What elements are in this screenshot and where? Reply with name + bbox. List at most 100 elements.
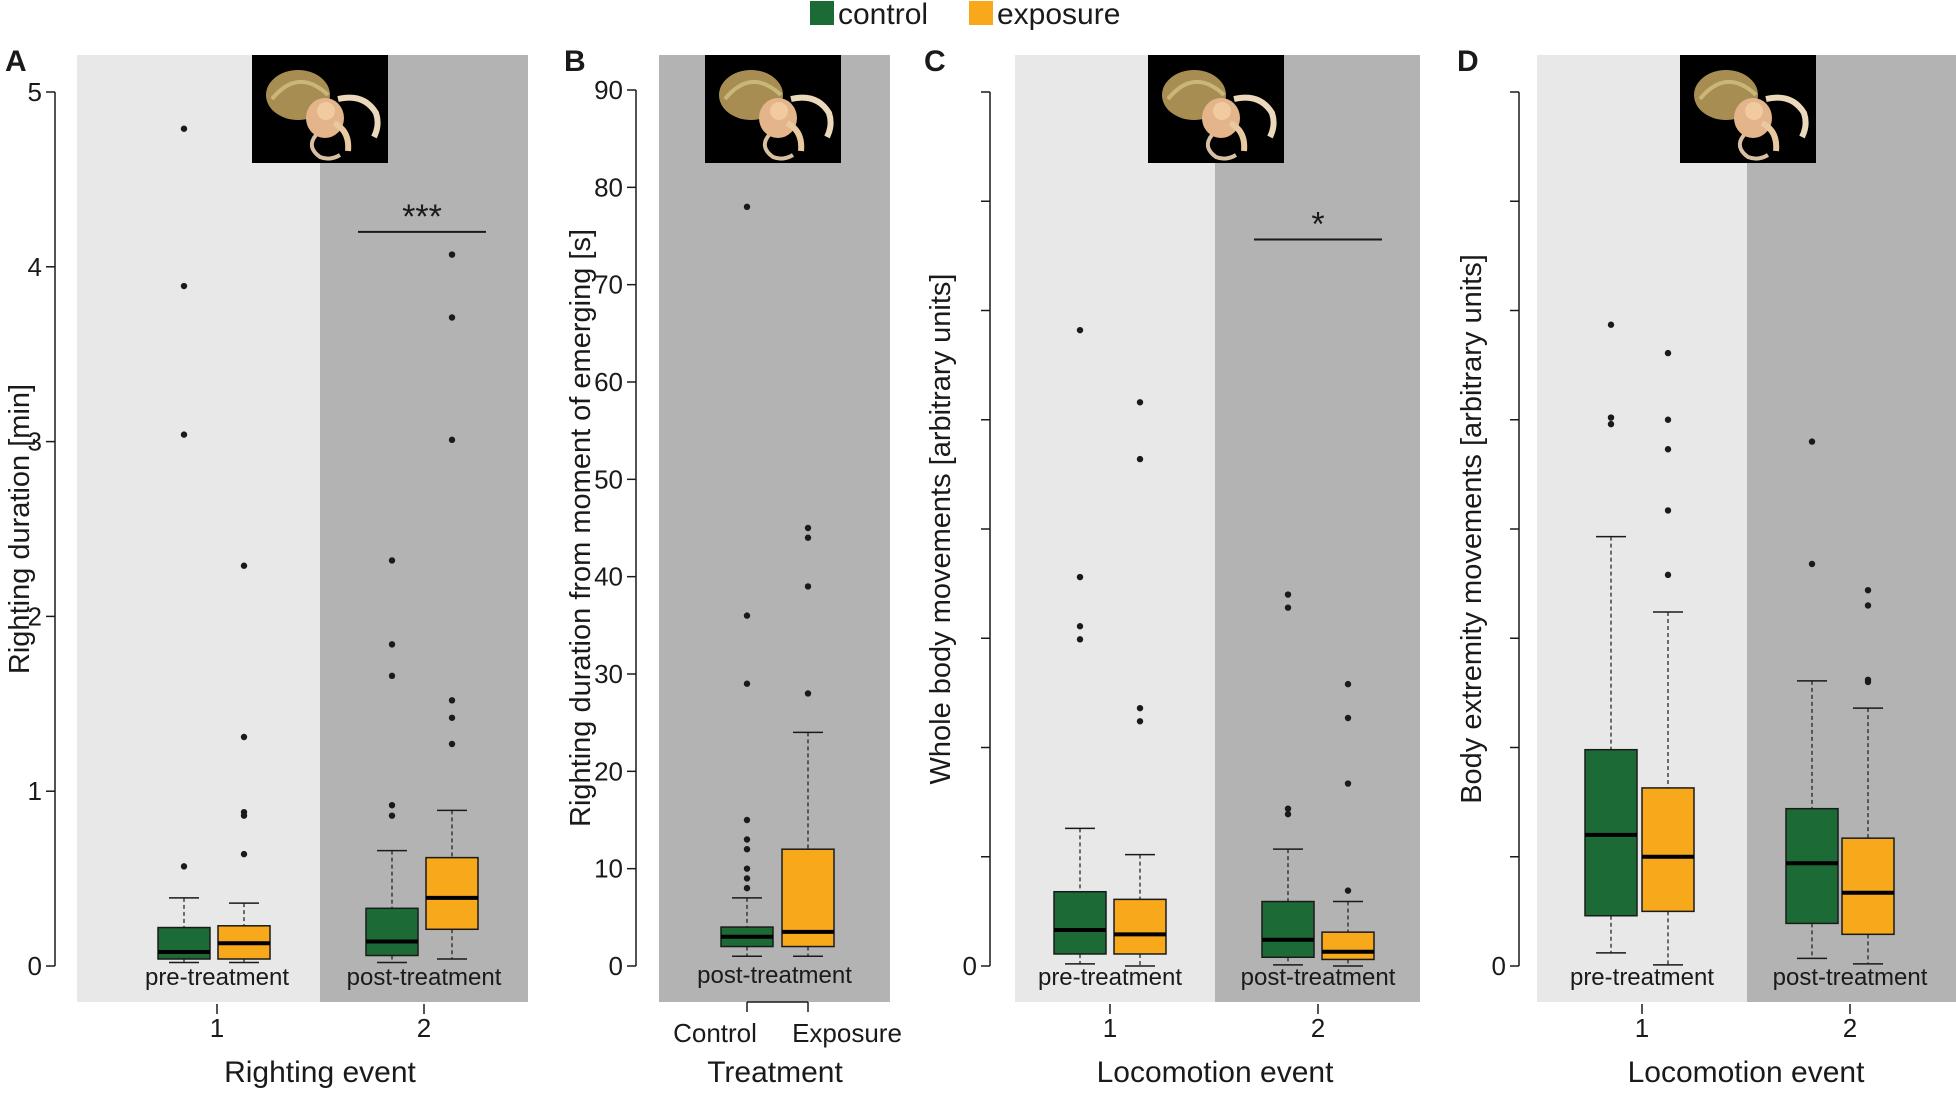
significance-marker: * [1254,205,1382,243]
region-background [320,55,528,1002]
outlier-point [1344,780,1352,787]
y-tick-label: 50 [594,464,623,494]
crab-claw [762,133,795,161]
panel-letter: D [1457,45,1479,78]
outlier-point [448,251,456,258]
box-control-1 [1584,321,1638,954]
y-tick-label: 0 [609,951,623,981]
crab-claw [1213,102,1231,120]
significance-marker: *** [358,198,486,236]
outlier-point [743,865,751,872]
hermit-crab-photo-icon [705,55,841,163]
crab-leg [337,94,381,139]
legend: control exposure [810,0,1120,31]
significance-label: * [1311,205,1324,243]
x-axis: Control Exposure [673,1001,902,1048]
shell-spiral [270,79,330,101]
crab-claw [317,102,335,120]
box-iqr [157,926,211,960]
outlier-point [1076,636,1084,643]
hermit-crab-photo-icon [252,55,388,163]
box-exposure-1 [1113,399,1167,967]
crab-leg [785,120,805,152]
outlier-point [180,431,188,438]
outlier-point [1664,416,1672,423]
shell-spiral [1698,79,1758,101]
legend-control-label: control [838,0,928,31]
region-background [77,55,320,1002]
region-label: post-treatment [1773,964,1928,991]
outlier-point [240,562,248,569]
y-tick-label: 40 [594,562,623,592]
crab-leg [1233,94,1277,139]
y-tick-label: 4 [28,252,42,282]
outlier-point [1664,349,1672,357]
outlier-point [1136,455,1144,463]
region-label: pre-treatment [1570,964,1714,991]
shell-spiral [1166,79,1226,101]
outlier-point [1664,507,1672,514]
outlier-point [1344,887,1352,894]
outlier-point [180,282,188,290]
box-control-2 [1261,591,1315,966]
outlier-point [804,690,812,697]
legend-exposure-swatch [969,1,993,25]
y-tick-label: 0 [963,951,977,981]
y-tick-label: 80 [594,172,623,202]
panel-c: C 0 Whole body movements [arbitrary units]… [924,45,1420,1089]
box-iqr [365,907,419,957]
x-tick-label: 2 [417,1013,431,1043]
outlier-point [743,816,751,824]
y-tick-label: 0 [1492,951,1506,981]
outlier-point [388,812,396,819]
hermit-crab-photo-icon [1680,55,1816,163]
outlier-point [180,125,188,132]
hermit-crab-photo-icon [1148,55,1284,163]
y-tick-label: 60 [594,367,623,397]
outlier-point [743,203,751,210]
outlier-point [743,884,751,892]
box-control-2 [1785,438,1839,960]
box-iqr [1053,890,1107,955]
box-control-control [720,203,774,958]
outlier-point [1076,623,1084,630]
y-tick-label: 1 [28,776,42,806]
box-iqr [425,856,479,931]
panel-letter: A [5,45,27,78]
crab-leg [1228,120,1248,152]
crab-leg [332,120,352,152]
outlier-point [804,524,812,532]
outlier-point [1808,438,1816,445]
outlier-point [1808,560,1816,568]
box-exposure-2 [425,251,479,960]
outlier-point [1076,573,1084,581]
outlier-point [804,583,812,590]
region-label: pre-treatment [145,964,289,991]
outlier-point [240,808,248,816]
outlier-point [1607,414,1615,421]
y-axis: 0 [963,91,991,981]
x-tick-label: 2 [1843,1013,1857,1043]
y-axis: 0 1 2 3 4 5 [28,77,56,981]
outlier-point [743,846,751,853]
y-tick-label: 30 [594,659,623,689]
y-tick-label: 90 [594,75,623,105]
y-tick-label: 5 [28,77,42,107]
region-background [1015,55,1215,1002]
outlier-point [1607,321,1615,328]
region-label: pre-treatment [1038,964,1182,991]
outlier-point [388,672,396,680]
outlier-point [804,534,812,541]
x-tick-label: 1 [1103,1013,1117,1043]
outlier-point [1864,602,1872,609]
legend-control-swatch [810,1,834,25]
y-axis-title: Righting duration [min] [4,384,36,674]
outlier-point [448,697,456,704]
outlier-point [448,436,456,444]
outlier-point [743,836,751,843]
region-label: post-treatment [347,964,502,991]
significance-label: *** [402,198,442,236]
